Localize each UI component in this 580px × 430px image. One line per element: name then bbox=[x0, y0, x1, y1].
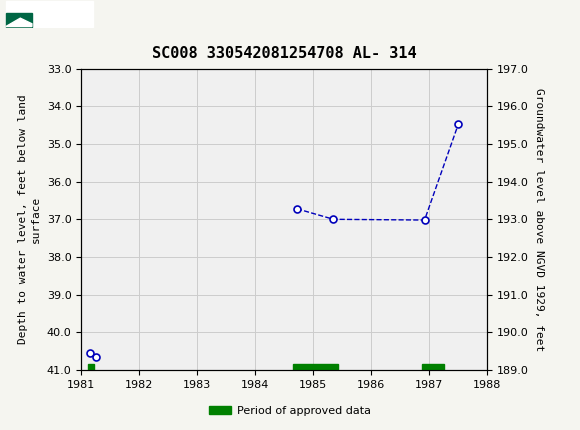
Legend: Period of approved data: Period of approved data bbox=[205, 401, 375, 420]
Bar bbox=[6, 1, 93, 27]
Title: SC008 330542081254708 AL- 314: SC008 330542081254708 AL- 314 bbox=[152, 46, 416, 61]
Polygon shape bbox=[6, 12, 32, 27]
Bar bbox=[88, 364, 94, 370]
Bar bbox=[293, 364, 338, 370]
Text: USGS: USGS bbox=[36, 6, 83, 22]
Polygon shape bbox=[6, 18, 32, 27]
Y-axis label: Groundwater level above NGVD 1929, feet: Groundwater level above NGVD 1929, feet bbox=[534, 88, 545, 351]
Bar bbox=[422, 364, 444, 370]
Y-axis label: Depth to water level, feet below land
surface: Depth to water level, feet below land su… bbox=[18, 95, 41, 344]
